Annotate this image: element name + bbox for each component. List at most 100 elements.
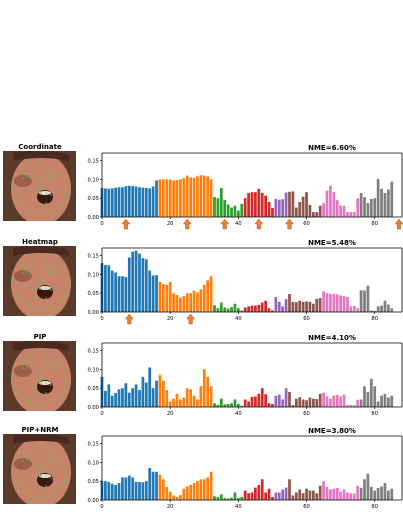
- bar: [206, 376, 210, 407]
- bar: [247, 192, 250, 217]
- bar: [271, 310, 274, 312]
- bar: [329, 293, 332, 312]
- bar: [247, 306, 250, 312]
- landmark-point: [40, 188, 42, 190]
- landmark-point: [44, 377, 46, 379]
- landmark-point: [25, 492, 27, 495]
- landmark-point: [40, 271, 42, 273]
- landmark-point: [65, 286, 68, 288]
- bar: [240, 203, 244, 217]
- bar: [376, 401, 380, 407]
- bar: [250, 305, 254, 312]
- highlight-arrow: [254, 218, 264, 230]
- bar: [257, 393, 261, 407]
- bar: [383, 192, 387, 217]
- bar: [185, 175, 189, 217]
- bar: [226, 308, 230, 312]
- y-tick-label: 0.05: [87, 196, 99, 202]
- landmark-point: [34, 403, 36, 406]
- landmark-point: [54, 453, 56, 455]
- landmark-point: [12, 474, 15, 476]
- y-tick-label: 0.15: [87, 159, 99, 165]
- bar: [376, 306, 380, 312]
- landmark-point: [45, 475, 47, 477]
- bar: [281, 399, 285, 407]
- bar: [260, 388, 264, 407]
- landmark-point: [53, 304, 55, 307]
- landmark-point: [20, 362, 22, 364]
- bar: [274, 492, 278, 500]
- landmark-point: [48, 495, 51, 497]
- landmark-point: [34, 496, 36, 499]
- bar: [213, 305, 216, 312]
- bar: [206, 280, 210, 312]
- landmark-point: [26, 366, 28, 368]
- landmark-point: [45, 485, 47, 487]
- bar: [189, 484, 192, 500]
- landmark-point: [40, 471, 42, 473]
- bar: [267, 488, 271, 500]
- bar: [281, 489, 285, 500]
- error-bar-chart: NME=6.60% 0.00 0.05 0.10 0.15 0 20 40 60 80: [87, 144, 403, 230]
- landmark-point: [53, 492, 55, 495]
- landmark-point: [21, 396, 23, 398]
- bar: [250, 492, 254, 500]
- landmark-point: [14, 291, 17, 294]
- landmark-point: [29, 307, 32, 309]
- x-tick-label: 0: [100, 411, 103, 417]
- landmark-point: [11, 185, 14, 188]
- bar: [291, 191, 295, 217]
- bar: [356, 399, 360, 407]
- bar: [335, 200, 339, 217]
- landmark-point: [24, 453, 26, 455]
- error-bar-chart: NME=3.80% 0.00 0.05 0.10 0.15 0 20 40 60 80: [87, 427, 403, 510]
- x-tick-label: 0: [100, 221, 103, 227]
- bar: [380, 305, 383, 312]
- landmark-point: [40, 468, 42, 470]
- landmark-point: [30, 460, 32, 462]
- bar: [312, 212, 315, 217]
- bar: [315, 212, 319, 217]
- bar: [110, 483, 114, 500]
- bar: [148, 367, 152, 407]
- bar: [202, 479, 206, 500]
- bar: [301, 493, 305, 500]
- y-tick-label: 0.15: [87, 442, 99, 448]
- landmark-point: [40, 276, 42, 278]
- landmark-point: [44, 213, 46, 216]
- landmark-point: [63, 386, 66, 389]
- bar: [339, 205, 342, 217]
- bar: [202, 284, 206, 312]
- face-shadow: [14, 365, 32, 377]
- bar: [387, 304, 390, 312]
- bar: [288, 479, 291, 500]
- landmark-point: [58, 267, 60, 269]
- bar: [134, 186, 138, 217]
- bar: [247, 401, 250, 407]
- bar: [332, 192, 336, 217]
- landmark-point: [40, 283, 42, 285]
- bar: [329, 398, 332, 407]
- bar: [192, 290, 196, 312]
- bar: [271, 403, 274, 407]
- bar: [308, 397, 312, 407]
- bar: [373, 198, 377, 217]
- landmark-point: [25, 399, 27, 402]
- bar: [104, 390, 107, 407]
- bar: [216, 404, 220, 407]
- bar: [318, 393, 322, 407]
- bar: [284, 487, 288, 500]
- bar: [134, 250, 138, 312]
- landmark-point: [60, 201, 63, 204]
- landmark-point: [53, 399, 55, 402]
- highlight-arrow: [186, 313, 196, 325]
- landmark-point: [40, 181, 42, 183]
- x-tick-label: 80: [371, 504, 378, 510]
- landmark-point: [66, 280, 69, 283]
- bar: [158, 179, 162, 217]
- bar: [209, 386, 213, 407]
- x-tick-label: 80: [371, 221, 378, 227]
- landmark-point: [30, 367, 32, 369]
- bar: [387, 189, 390, 217]
- face-skin: [11, 436, 71, 504]
